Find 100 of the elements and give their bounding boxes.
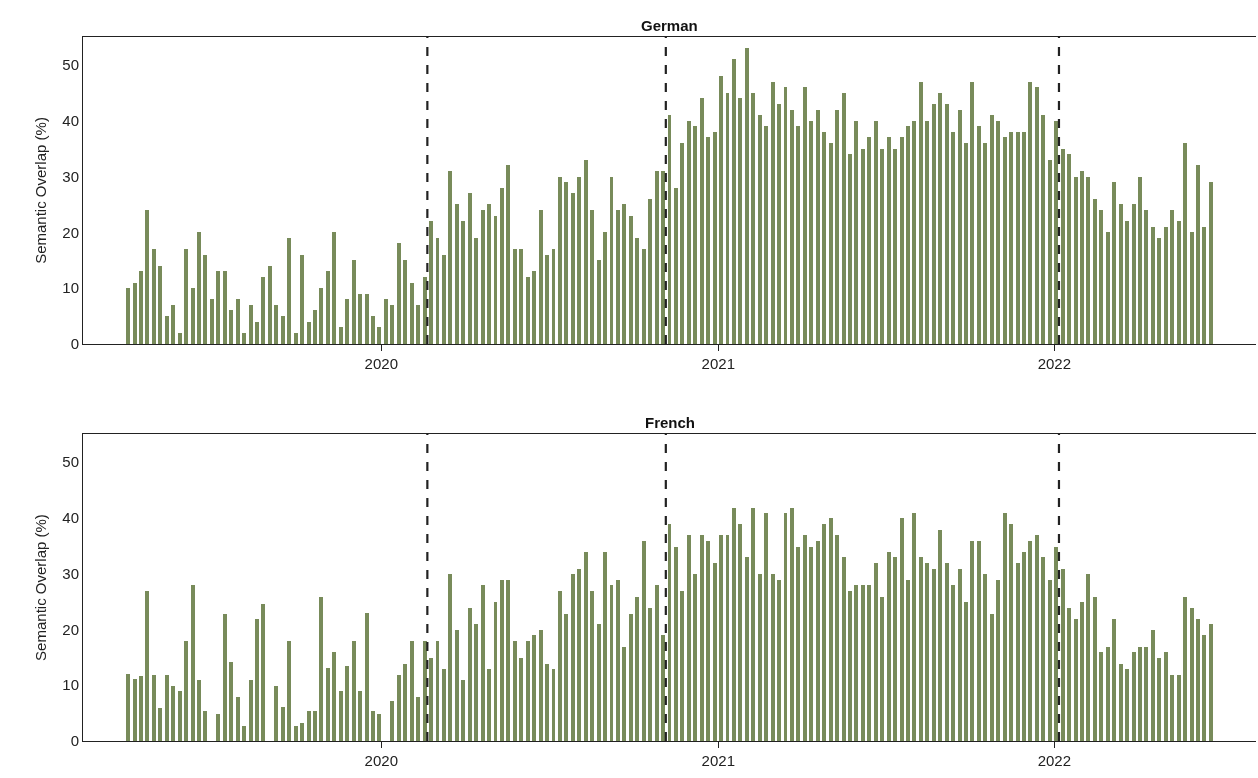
bar — [713, 132, 717, 344]
bar — [1196, 165, 1200, 344]
bar — [564, 182, 568, 344]
bar — [384, 299, 388, 344]
bar — [610, 585, 613, 741]
bar — [261, 604, 265, 741]
bar — [803, 535, 807, 741]
bar — [197, 680, 201, 741]
y-tick-label: 40 — [62, 509, 79, 527]
bar — [1080, 602, 1084, 741]
bar — [822, 132, 826, 344]
bar — [958, 569, 962, 741]
bar — [365, 294, 369, 344]
bar — [539, 210, 543, 344]
bar — [216, 271, 220, 344]
bar — [468, 608, 472, 741]
bar — [1106, 647, 1110, 741]
bar — [287, 238, 291, 344]
bar — [436, 238, 439, 344]
bar — [809, 121, 813, 344]
bar — [1209, 182, 1213, 344]
y-tick-label: 10 — [62, 676, 79, 694]
bar — [352, 260, 356, 344]
bar — [365, 613, 369, 741]
bar — [893, 149, 897, 344]
bar — [764, 126, 768, 344]
bar — [648, 608, 652, 741]
bar — [300, 723, 304, 741]
bar — [1164, 227, 1168, 344]
bar — [945, 563, 949, 741]
bar — [1028, 541, 1032, 741]
bar — [1196, 619, 1200, 741]
bar — [1086, 177, 1090, 344]
bar — [1003, 513, 1007, 741]
bar — [1138, 647, 1142, 741]
x-tick-label: 2022 — [1037, 354, 1072, 372]
bar — [506, 580, 510, 741]
bar — [1022, 552, 1026, 741]
bar — [500, 580, 504, 741]
y-tick-label: 0 — [70, 732, 79, 750]
bar — [996, 580, 1000, 741]
bar — [622, 647, 626, 741]
bar — [429, 658, 433, 741]
bar — [751, 508, 755, 741]
bar — [229, 662, 233, 741]
bar — [1061, 149, 1065, 344]
bar — [519, 249, 523, 344]
bar — [970, 541, 974, 741]
bar — [236, 299, 240, 344]
bar — [448, 574, 452, 741]
bar — [964, 602, 968, 741]
bar — [796, 126, 800, 344]
bar — [133, 679, 137, 741]
bar — [481, 585, 485, 741]
bar — [700, 535, 704, 741]
bar — [1074, 619, 1078, 741]
bar — [158, 266, 162, 344]
bar — [590, 210, 594, 344]
bar — [732, 508, 736, 741]
bar — [693, 126, 697, 344]
bar — [313, 711, 317, 741]
bar — [867, 137, 871, 344]
bar — [1202, 635, 1206, 741]
bar — [964, 143, 968, 344]
bar — [796, 547, 800, 741]
bar — [1183, 597, 1187, 741]
bar — [1170, 210, 1174, 344]
bar — [403, 664, 407, 741]
bar — [816, 541, 820, 741]
bar — [577, 177, 581, 344]
bar — [584, 160, 588, 344]
bar — [758, 115, 762, 344]
bar — [436, 641, 439, 741]
bar — [474, 238, 478, 344]
bar — [1080, 171, 1084, 344]
y-tick-label: 50 — [62, 453, 79, 471]
bar — [461, 680, 465, 741]
bar — [732, 59, 736, 344]
bar — [461, 221, 465, 344]
bar — [1003, 137, 1007, 344]
bar — [345, 666, 349, 741]
bar — [236, 697, 240, 741]
bar — [945, 104, 949, 344]
bar — [281, 316, 285, 344]
bar — [332, 652, 336, 741]
bar — [145, 210, 149, 344]
bar — [487, 204, 491, 344]
bar — [448, 171, 452, 344]
bar — [1009, 132, 1013, 344]
bar — [223, 271, 227, 344]
bar — [887, 137, 891, 344]
bar — [1067, 154, 1071, 344]
bar — [1151, 630, 1155, 741]
bar — [758, 574, 762, 741]
bar — [629, 216, 633, 344]
y-tick-label: 20 — [62, 620, 79, 638]
bar — [319, 288, 323, 344]
bar — [1067, 608, 1071, 741]
bar — [764, 513, 768, 741]
bar — [1202, 227, 1206, 344]
